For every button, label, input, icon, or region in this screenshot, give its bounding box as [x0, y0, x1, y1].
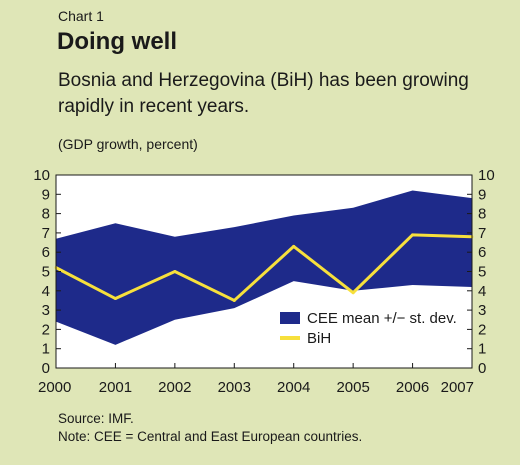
x-tick-label: 2006 — [396, 379, 429, 396]
y-tick-label-left: 0 — [42, 360, 50, 377]
chart-subtitle: Bosnia and Herzegovina (BiH) has been gr… — [58, 70, 469, 117]
y-tick-label-right: 0 — [478, 360, 486, 377]
bih-point-2006 — [411, 233, 415, 237]
y-tick-label-left: 4 — [42, 283, 50, 300]
bih-point-2004 — [292, 244, 296, 248]
chart-units: (GDP growth, percent) — [58, 136, 198, 152]
y-tick-label-right: 2 — [478, 321, 486, 338]
y-tick-label-left: 7 — [42, 225, 50, 242]
bih-point-2005 — [351, 291, 355, 295]
x-tick-label: 2001 — [99, 379, 132, 396]
legend-swatch-bih — [280, 336, 300, 340]
y-tick-label-right: 7 — [478, 225, 486, 242]
bih-line — [55, 233, 473, 302]
bih-point-2001 — [113, 297, 117, 301]
y-tick-label-right: 8 — [478, 206, 486, 223]
y-tick-label-left: 5 — [42, 264, 50, 281]
source-note: Source: IMF. — [58, 411, 134, 426]
footer: Source: IMF. Note: CEE = Central and Eas… — [58, 410, 362, 446]
cee-band-area — [56, 190, 472, 345]
y-tick-label-right: 1 — [478, 341, 486, 358]
bih-point-2003 — [232, 298, 236, 302]
legend-label-bih: BiH — [307, 330, 331, 347]
y-tick-label-left: 9 — [42, 186, 50, 203]
legend: CEE mean +/− st. dev. BiH — [280, 310, 457, 347]
legend-label-cee: CEE mean +/− st. dev. — [307, 310, 457, 327]
chart-title: Doing well — [57, 28, 177, 55]
x-tick-label: 2004 — [277, 379, 310, 396]
y-tick-label-right: 3 — [478, 302, 486, 319]
chart-number: Chart 1 — [58, 8, 104, 24]
x-tick-label: 2003 — [218, 379, 251, 396]
x-tick-label: 2007 — [441, 379, 474, 396]
y-tick-label-right: 4 — [478, 283, 486, 300]
x-tick-label: 2000 — [38, 379, 71, 396]
y-tick-label-left: 6 — [42, 244, 50, 261]
y-tick-label-right: 10 — [478, 167, 495, 184]
bih-point-2002 — [173, 270, 177, 273]
y-tick-label-right: 5 — [478, 264, 486, 281]
y-tick-label-left: 1 — [42, 341, 50, 358]
y-tick-label-right: 9 — [478, 186, 486, 203]
y-tick-label-left: 3 — [42, 302, 50, 319]
y-tick-label-right: 6 — [478, 244, 486, 261]
x-tick-label: 2005 — [336, 379, 369, 396]
y-tick-label-left: 8 — [42, 206, 50, 223]
x-tick-label: 2002 — [158, 379, 191, 396]
y-tick-label-left: 10 — [33, 167, 50, 184]
definition-note: Note: CEE = Central and East European co… — [58, 429, 363, 444]
y-tick-label-left: 2 — [42, 321, 50, 338]
legend-swatch-cee — [280, 312, 300, 324]
